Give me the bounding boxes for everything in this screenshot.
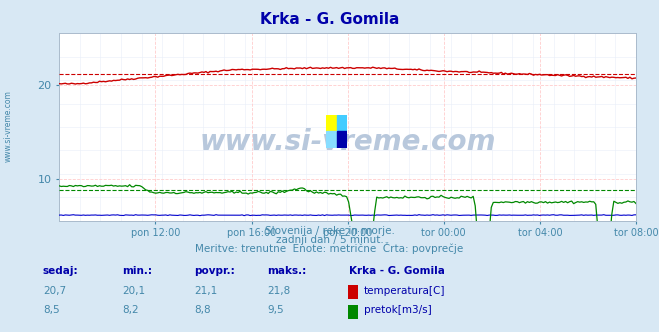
Bar bbox=[337, 131, 347, 148]
Text: maks.:: maks.: bbox=[267, 266, 306, 276]
Text: min.:: min.: bbox=[122, 266, 152, 276]
Text: Slovenija / reke in morje.: Slovenija / reke in morje. bbox=[264, 226, 395, 236]
Text: sedaj:: sedaj: bbox=[43, 266, 78, 276]
Text: zadnji dan / 5 minut.: zadnji dan / 5 minut. bbox=[275, 235, 384, 245]
Text: Meritve: trenutne  Enote: metrične  Črta: povprečje: Meritve: trenutne Enote: metrične Črta: … bbox=[195, 242, 464, 254]
Text: 8,2: 8,2 bbox=[122, 305, 138, 315]
Text: 20,1: 20,1 bbox=[122, 286, 145, 296]
Text: www.si-vreme.com: www.si-vreme.com bbox=[200, 128, 496, 156]
Text: 9,5: 9,5 bbox=[267, 305, 283, 315]
Text: temperatura[C]: temperatura[C] bbox=[364, 286, 445, 296]
Bar bbox=[337, 115, 347, 131]
Bar bbox=[326, 115, 337, 131]
Text: 8,8: 8,8 bbox=[194, 305, 211, 315]
Text: Krka - G. Gomila: Krka - G. Gomila bbox=[260, 12, 399, 27]
Text: Krka - G. Gomila: Krka - G. Gomila bbox=[349, 266, 445, 276]
Text: 21,1: 21,1 bbox=[194, 286, 217, 296]
Bar bbox=[326, 131, 337, 148]
Text: pretok[m3/s]: pretok[m3/s] bbox=[364, 305, 432, 315]
Text: 8,5: 8,5 bbox=[43, 305, 59, 315]
Text: 21,8: 21,8 bbox=[267, 286, 290, 296]
Text: 20,7: 20,7 bbox=[43, 286, 66, 296]
Text: www.si-vreme.com: www.si-vreme.com bbox=[3, 90, 13, 162]
Text: povpr.:: povpr.: bbox=[194, 266, 235, 276]
